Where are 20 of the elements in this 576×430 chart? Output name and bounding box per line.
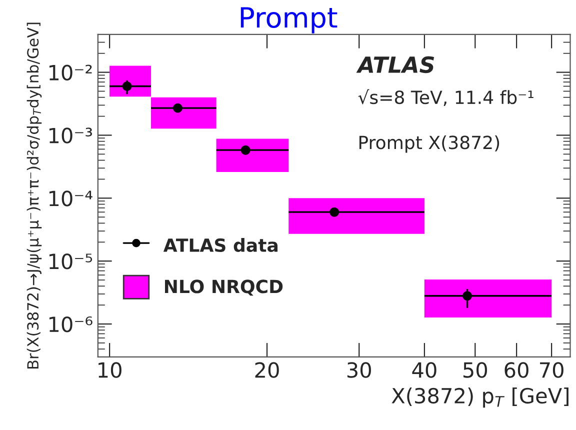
- y-tick-label: 10⁻⁵: [49, 254, 92, 270]
- x-tick-label: 10: [98, 362, 122, 378]
- x-tick-label: 30: [347, 362, 371, 378]
- x-tick-label: 70: [540, 362, 564, 378]
- x-tick-label: 20: [255, 362, 279, 378]
- x-tick-label: 50: [463, 362, 488, 378]
- annotation: Prompt X(3872): [359, 135, 500, 153]
- legend-label: NLO NRQCD: [164, 280, 283, 296]
- chart-title: Prompt: [240, 7, 338, 34]
- x-axis-title: X(3872) p$_{T}$ [GeV]: [392, 387, 568, 408]
- y-tick-label: 10⁻³: [49, 128, 92, 144]
- x-tick-label: 40: [412, 362, 436, 378]
- y-tick-label: 10⁻⁴: [49, 190, 92, 206]
- y-axis-title: Br(X(3872)→J/ψ(μ⁺μ⁻)π⁺π⁻)d²σ/dp$_{T}$dy[nb/GeV]: [26, 22, 42, 368]
- x-tick-label: 60: [504, 362, 528, 378]
- legend-label: ATLAS data: [163, 238, 278, 252]
- annotation: √s=8 TeV, 11.4 fb⁻¹: [358, 89, 534, 106]
- y-tick-label: 10⁻⁶: [49, 316, 92, 332]
- y-tick-label: 10⁻²: [49, 64, 92, 80]
- annotation: ATLAS: [356, 56, 434, 74]
